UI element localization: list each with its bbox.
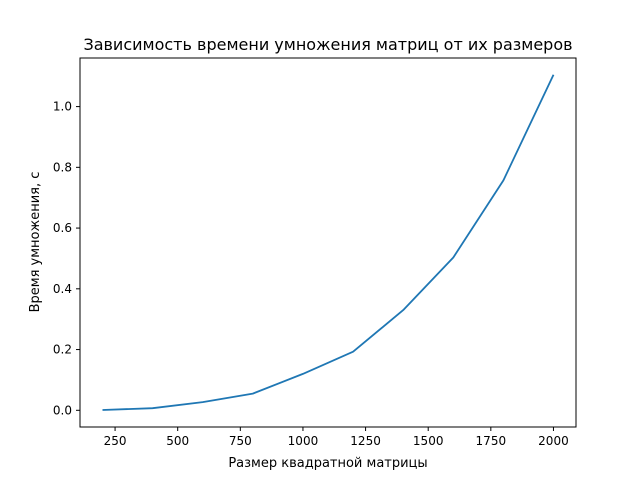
x-tick-label: 250 bbox=[104, 434, 127, 448]
y-axis-label: Время умножения, с bbox=[28, 172, 43, 313]
series-line bbox=[102, 74, 555, 411]
y-tick-label: 0.0 bbox=[53, 403, 72, 417]
x-axis: 250 500 750 1000 1250 1500 1750 2000 bbox=[104, 427, 569, 448]
chart-title: Зависимость времени умножения матриц от … bbox=[83, 35, 572, 54]
series-group bbox=[102, 74, 555, 411]
x-tick-label: 1750 bbox=[476, 434, 507, 448]
y-axis: 0.0 0.2 0.4 0.6 0.8 1.0 bbox=[53, 100, 80, 417]
x-tick-label: 1250 bbox=[350, 434, 381, 448]
x-tick-label: 2000 bbox=[538, 434, 569, 448]
plot-area bbox=[79, 57, 577, 428]
y-tick-label: 0.6 bbox=[53, 221, 72, 235]
x-tick-label: 750 bbox=[229, 434, 252, 448]
x-tick-label: 500 bbox=[166, 434, 189, 448]
y-tick-label: 0.4 bbox=[53, 282, 72, 296]
x-tick-label: 1500 bbox=[413, 434, 444, 448]
x-tick-label: 1000 bbox=[288, 434, 319, 448]
y-tick-label: 0.2 bbox=[53, 343, 72, 357]
y-tick-label: 0.8 bbox=[53, 160, 72, 174]
y-tick-label: 1.0 bbox=[53, 100, 72, 114]
x-axis-label: Размер квадратной матрицы bbox=[228, 456, 427, 471]
